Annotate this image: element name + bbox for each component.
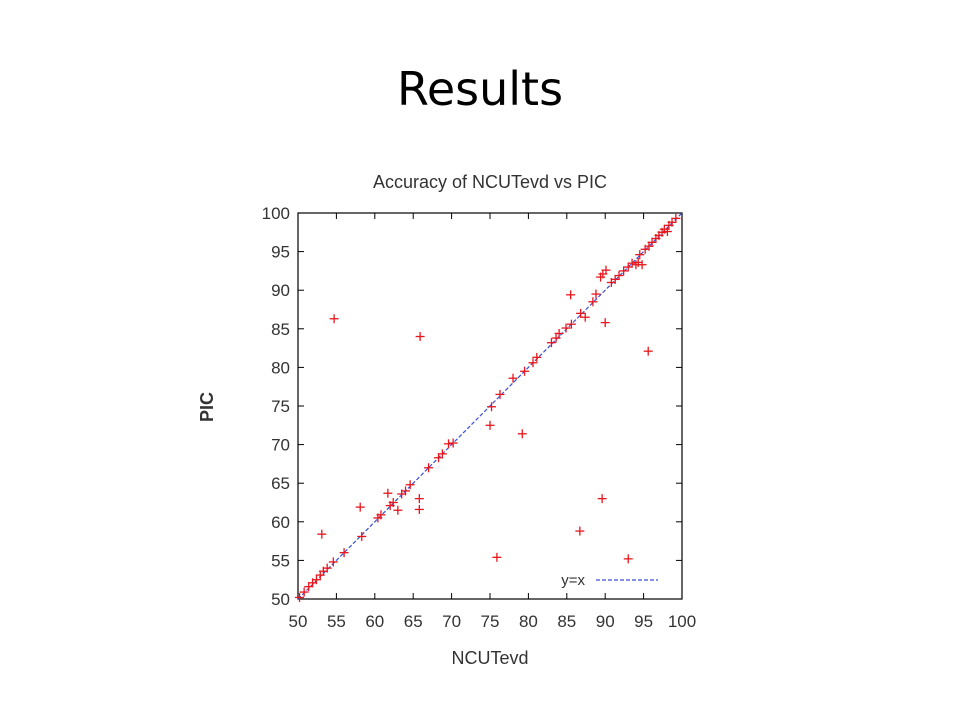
data-point — [415, 332, 425, 342]
data-point — [437, 449, 447, 459]
data-point — [627, 258, 637, 268]
data-point — [546, 338, 556, 348]
data-point — [576, 308, 586, 318]
data-point — [601, 265, 611, 275]
data-point — [610, 274, 620, 284]
data-point — [487, 402, 497, 412]
x-tick-label: 95 — [634, 612, 653, 631]
data-point — [492, 552, 502, 562]
data-point — [643, 346, 653, 356]
x-tick-label: 60 — [365, 612, 384, 631]
data-point — [339, 548, 349, 558]
data-point — [414, 504, 424, 514]
data-point — [566, 290, 576, 300]
data-point — [614, 271, 624, 281]
data-point — [444, 439, 454, 449]
y-tick-label: 90 — [271, 281, 290, 300]
data-point — [317, 529, 327, 539]
data-point — [517, 429, 527, 439]
data-point — [424, 463, 434, 473]
axis-ticks: 50 55 60 65 70 75 80 85 90 95 100 50 55 60 65 70 75 80 85 9… — [262, 204, 697, 631]
y-tick-label: 50 — [271, 590, 290, 609]
data-point — [591, 289, 601, 299]
data-point — [401, 486, 411, 496]
data-point — [434, 453, 444, 463]
data-point — [633, 257, 643, 267]
y-tick-label: 65 — [271, 474, 290, 493]
data-point — [597, 494, 607, 504]
x-tick-label: 90 — [596, 612, 615, 631]
data-point — [388, 498, 398, 507]
data-point — [588, 297, 598, 307]
y-tick-label: 60 — [271, 513, 290, 532]
y-tick-label: 80 — [271, 358, 290, 377]
data-point — [575, 526, 585, 536]
x-tick-label: 85 — [557, 612, 576, 631]
y-axis-label: PIC — [197, 392, 217, 422]
legend: y=x — [561, 572, 658, 589]
data-point — [528, 358, 538, 368]
data-point — [600, 318, 610, 328]
data-point — [405, 480, 415, 490]
data-point — [495, 389, 505, 399]
data-point — [637, 260, 647, 270]
data-point — [448, 438, 458, 448]
data-point — [623, 554, 633, 564]
y-tick-label: 70 — [271, 436, 290, 455]
data-point — [551, 333, 561, 343]
y-tick-label: 100 — [262, 204, 290, 223]
data-point — [520, 366, 530, 376]
data-point — [376, 510, 386, 520]
data-point — [561, 323, 571, 333]
x-tick-label: 55 — [327, 612, 346, 631]
data-point — [635, 250, 645, 260]
y-tick-label: 55 — [271, 551, 290, 570]
data-point — [667, 217, 677, 227]
data-point — [671, 213, 681, 223]
x-tick-label: 75 — [481, 612, 500, 631]
x-tick-label: 70 — [442, 612, 461, 631]
data-point — [355, 502, 365, 512]
data-point — [329, 314, 339, 324]
data-point — [311, 575, 321, 585]
data-point — [508, 373, 518, 383]
data-point — [623, 262, 633, 272]
data-point — [299, 587, 309, 597]
data-point — [647, 237, 657, 247]
legend-entry-label: y=x — [561, 572, 585, 589]
data-point — [383, 488, 393, 498]
data-points — [295, 213, 681, 602]
data-point — [357, 531, 367, 541]
data-point — [328, 557, 338, 567]
data-point — [566, 319, 576, 329]
slide-title: Results — [396, 62, 564, 116]
data-point — [554, 328, 564, 338]
x-tick-label: 80 — [519, 612, 538, 631]
x-tick-label: 65 — [404, 612, 423, 631]
data-point — [485, 420, 495, 430]
x-tick-label: 100 — [668, 612, 696, 631]
y-tick-label: 95 — [271, 243, 290, 262]
data-point — [304, 582, 314, 592]
y-tick-label: 85 — [271, 320, 290, 339]
data-point — [295, 592, 305, 602]
data-point — [580, 312, 590, 322]
data-point — [532, 352, 542, 362]
data-point — [662, 227, 672, 237]
y-tick-label: 75 — [271, 397, 290, 416]
data-point — [393, 505, 403, 515]
data-point — [414, 494, 424, 504]
chart-title: Accuracy of NCUTevd vs PIC — [373, 172, 607, 192]
data-point — [619, 266, 629, 276]
x-axis-label: NCUTevd — [451, 648, 528, 668]
data-point — [322, 563, 332, 573]
x-tick-label: 50 — [289, 612, 308, 631]
